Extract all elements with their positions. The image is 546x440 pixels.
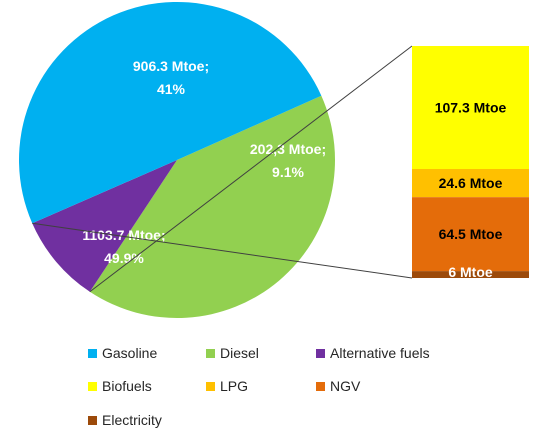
pie-slice-alternative — [32, 160, 178, 292]
legend-swatch-lpg — [206, 382, 215, 391]
bar-label-biofuels: 107.3 Mtoe — [435, 99, 507, 115]
slice-pct-diesel: 41% — [157, 81, 186, 97]
legend-label-gasoline: Gasoline — [102, 345, 157, 361]
slice-pct-alternative: 9.1% — [272, 164, 304, 180]
legend-swatch-electricity — [88, 416, 97, 425]
pie-slice-gasoline — [18, 1, 322, 224]
legend-label-biofuels: Biofuels — [102, 378, 152, 394]
legend-label-ngv: NGV — [330, 378, 361, 394]
legend-label-diesel: Diesel — [220, 345, 259, 361]
legend-swatch-alternative — [316, 349, 325, 358]
bar-segment-lpg — [412, 168, 529, 198]
breakdown-bar: 107.3 Mtoe 24.6 Mtoe 64.5 Mtoe 6 Mtoe — [412, 46, 529, 280]
connector-top — [89, 45, 413, 293]
bar-segment-biofuels — [412, 46, 529, 169]
legend-swatch-gasoline — [88, 349, 97, 358]
legend: Gasoline Diesel Alternative fuels Biofuels L… — [88, 345, 430, 428]
connector-lines — [32, 45, 413, 293]
bar-label-lpg: 24.6 Mtoe — [439, 175, 503, 191]
legend-label-lpg: LPG — [220, 378, 248, 394]
bar-label-ngv: 64.5 Mtoe — [439, 226, 503, 242]
legend-label-electricity: Electricity — [102, 412, 162, 428]
legend-swatch-diesel — [206, 349, 215, 358]
slice-pct-gasoline: 49.9% — [104, 250, 144, 266]
connector-bottom — [32, 222, 413, 279]
slice-label-diesel: 906.3 Mtoe; — [133, 58, 209, 74]
legend-swatch-ngv — [316, 382, 325, 391]
main-pie: 906.3 Mtoe;41%202,3 Mtoe;9.1%1103.7 Mtoe… — [18, 1, 336, 318]
legend-swatch-biofuels — [88, 382, 97, 391]
legend-label-alternative: Alternative fuels — [330, 345, 430, 361]
bar-segment-electricity — [412, 271, 529, 278]
bar-segment-ngv — [412, 197, 529, 272]
slice-label-alternative: 202,3 Mtoe; — [250, 141, 326, 157]
bar-label-electricity: 6 Mtoe — [448, 264, 493, 280]
